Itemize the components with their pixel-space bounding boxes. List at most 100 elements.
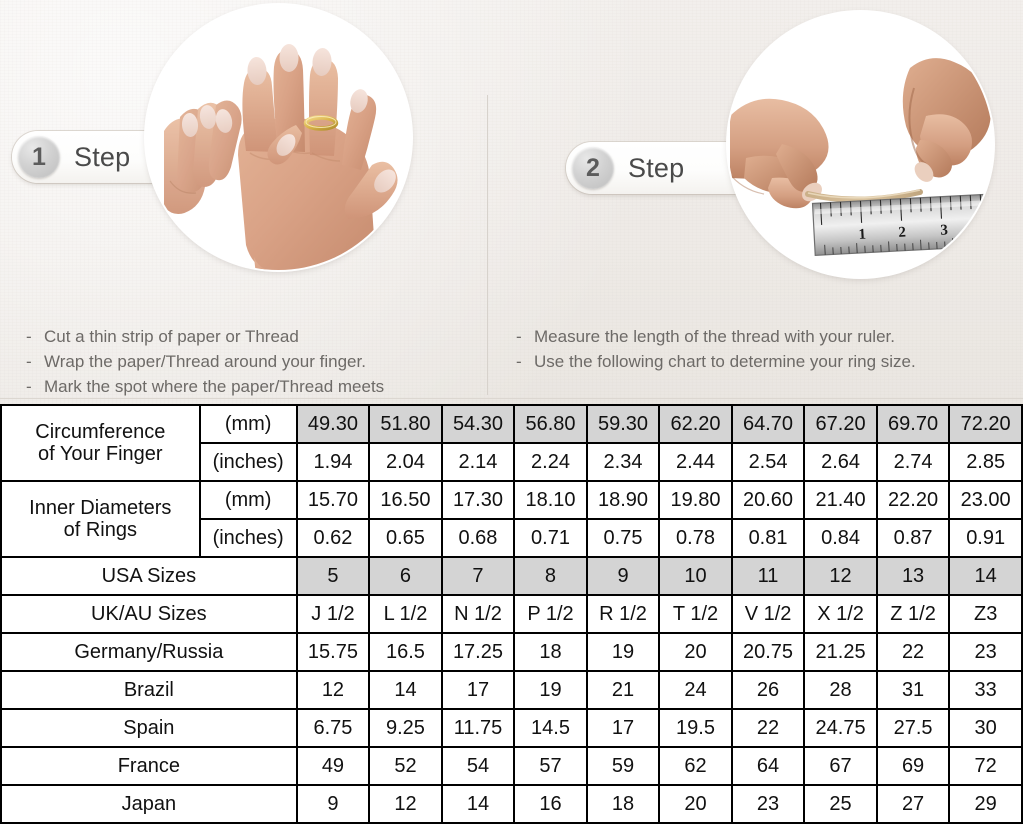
table-cell: 2.34 — [585, 442, 661, 482]
table-cell: 19 — [513, 670, 588, 710]
table-cell: 6.75 — [295, 708, 371, 748]
table-cell: 0.75 — [585, 518, 661, 558]
table-cell: 20 — [658, 784, 733, 824]
table-cell: 19.5 — [658, 708, 733, 748]
table-cell: 18 — [585, 784, 661, 824]
table-cell: 12 — [803, 556, 878, 596]
instruction-item: - Cut a thin strip of paper or Thread — [26, 324, 476, 349]
table-cell: 2.24 — [513, 442, 588, 482]
table-cell: R 1/2 — [585, 594, 661, 634]
instruction-text: Mark the spot where the paper/Thread mee… — [44, 377, 385, 396]
hand-with-ring-photo — [146, 5, 411, 270]
ruler-mark-2: 2 — [898, 225, 906, 241]
table-cell: 69.70 — [875, 404, 951, 444]
table-row: (inches) 1.94 2.04 2.14 2.24 2.34 2.44 2.54 2.64… — [1, 442, 1023, 482]
row-unit: (inches) — [198, 442, 298, 482]
steel-ruler: 1 2 3 — [811, 193, 993, 256]
table-cell: 16.50 — [368, 480, 443, 520]
table-cell: 72.20 — [948, 404, 1023, 444]
ruler-mark-3: 3 — [940, 222, 948, 238]
table-cell: 17.30 — [440, 480, 516, 520]
table-cell: N 1/2 — [440, 594, 516, 634]
table-cell: 19.80 — [658, 480, 733, 520]
row-label: Inner Diameters of Rings — [0, 480, 201, 558]
table-cell: 59 — [585, 746, 661, 786]
table-cell: 2.64 — [803, 442, 878, 482]
instruction-item: - Use the following chart to determine yo… — [516, 349, 1016, 374]
row-label-line: of Rings — [63, 519, 137, 541]
table-cell: 22.20 — [875, 480, 951, 520]
step-number-circle-1: 1 — [18, 136, 60, 178]
table-cell: 17.25 — [440, 632, 516, 672]
table-cell: 2.04 — [368, 442, 443, 482]
table-cell: 16.5 — [368, 632, 443, 672]
table-cell: 2.85 — [948, 442, 1023, 482]
row-unit: (inches) — [198, 518, 298, 558]
table-cell: 0.71 — [513, 518, 588, 558]
table-cell: 9 — [585, 556, 661, 596]
table-cell: 33 — [948, 670, 1023, 710]
hand-with-ring-illustration — [146, 5, 411, 270]
row-label: Circumference of Your Finger — [0, 404, 201, 482]
table-cell: 20.60 — [730, 480, 806, 520]
table-cell: 14 — [440, 784, 516, 824]
table-row: Circumference of Your Finger (mm) 49.30 51.8… — [0, 404, 1023, 482]
row-label: Germany/Russia — [0, 632, 298, 672]
table-cell: 6 — [368, 556, 443, 596]
table-cell: 9 — [295, 784, 371, 824]
table-cell: 18.10 — [513, 480, 588, 520]
table-cell: 49 — [295, 746, 371, 786]
table-cell: 19 — [585, 632, 661, 672]
table-cell: 20 — [658, 632, 733, 672]
step-1-instructions: - Cut a thin strip of paper or Thread - Wr… — [26, 324, 476, 399]
table-cell: 2.54 — [730, 442, 806, 482]
table-cell: P 1/2 — [513, 594, 588, 634]
step-number-2: 2 — [586, 153, 600, 182]
table-cell: 0.65 — [368, 518, 443, 558]
table-cell: 0.68 — [440, 518, 516, 558]
table-cell: 15.70 — [295, 480, 371, 520]
table-row: Japan 9 12 14 16 18 20 23 25 27 29 — [0, 784, 1023, 824]
table-cell: V 1/2 — [730, 594, 806, 634]
table-cell: 15.75 — [295, 632, 371, 672]
table-cell: 2.14 — [440, 442, 516, 482]
table-cell: 18 — [513, 632, 588, 672]
table-cell: 2.74 — [875, 442, 951, 482]
instruction-text: Use the following chart to determine you… — [534, 352, 916, 371]
row-label: USA Sizes — [0, 556, 298, 596]
table-cell: 14.5 — [513, 708, 588, 748]
step-2-instructions: - Measure the length of the thread with y… — [516, 324, 1016, 374]
table-cell: 27 — [875, 784, 951, 824]
table-cell: 20.75 — [730, 632, 806, 672]
row-unit: (mm) — [198, 480, 298, 520]
table-cell: X 1/2 — [803, 594, 878, 634]
section-divider — [0, 398, 1023, 399]
table-cell: L 1/2 — [368, 594, 443, 634]
row-label-line: Circumference — [35, 421, 166, 443]
table-cell: 54 — [440, 746, 516, 786]
thread — [805, 189, 923, 203]
table-cell: 0.81 — [730, 518, 806, 558]
instruction-item: - Wrap the paper/Thread around your finge… — [26, 349, 476, 374]
table-cell: 22 — [730, 708, 806, 748]
table-cell: 24 — [658, 670, 733, 710]
table-cell: 9.25 — [368, 708, 443, 748]
table-cell: Z 1/2 — [875, 594, 951, 634]
ring-size-table: Circumference of Your Finger (mm) 49.30 51.8… — [0, 404, 1023, 824]
table-cell: 14 — [368, 670, 443, 710]
table-cell: 62.20 — [658, 404, 733, 444]
table-cell: 2.44 — [658, 442, 733, 482]
step-number-circle-2: 2 — [572, 147, 614, 189]
table-cell: 11 — [730, 556, 806, 596]
table-cell: 11.75 — [440, 708, 516, 748]
table-cell: 29 — [948, 784, 1023, 824]
gold-ring — [303, 115, 339, 131]
table-cell: 0.87 — [875, 518, 951, 558]
table-cell: 69 — [875, 746, 951, 786]
table-cell: 0.78 — [658, 518, 733, 558]
step-label-1: Step — [74, 141, 131, 172]
table-row: Inner Diameters of Rings (mm) 15.70 16.50 17.… — [0, 480, 1023, 558]
table-cell: J 1/2 — [295, 594, 371, 634]
table-cell: 28 — [803, 670, 878, 710]
table-cell: 21 — [585, 670, 661, 710]
